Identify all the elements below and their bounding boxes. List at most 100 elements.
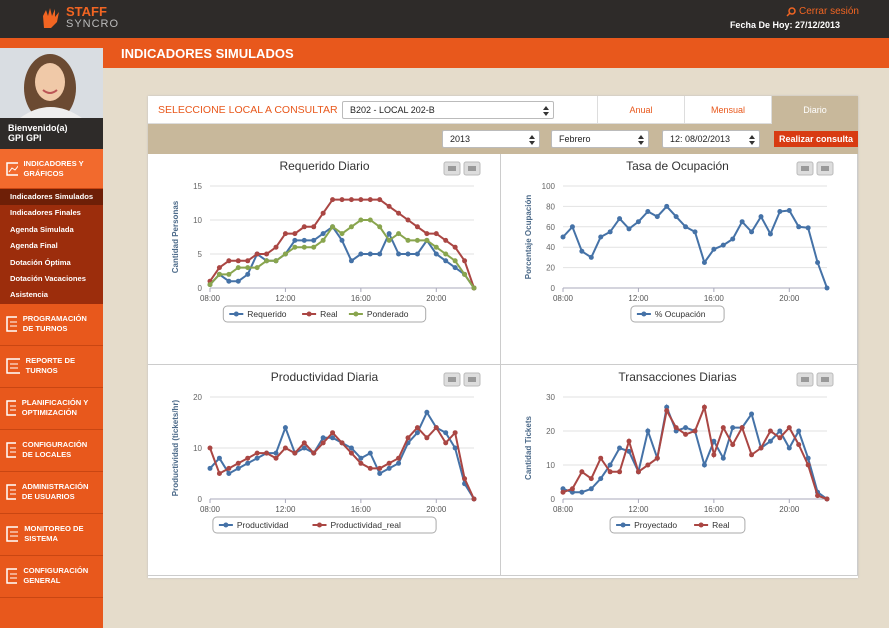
menu-icon — [6, 358, 20, 374]
toolbar-icon — [801, 377, 809, 382]
tab[interactable]: Mensual — [684, 96, 771, 124]
data-point — [386, 460, 392, 466]
data-point — [377, 224, 383, 230]
data-point — [358, 197, 364, 203]
chart-cell: Requerido Diario Cantidad Personas 0 5 10 15 0… — [148, 154, 501, 365]
y-tick-label: 0 — [198, 495, 203, 504]
y-tick-label: 10 — [546, 461, 555, 470]
icon-shape — [6, 442, 17, 458]
data-point — [245, 455, 251, 461]
data-point — [216, 455, 222, 461]
y-tick-label: 20 — [546, 427, 555, 436]
local-select[interactable]: B202 - LOCAL 202-B — [342, 101, 554, 119]
data-point — [796, 428, 802, 434]
year-value[interactable]: 2013 — [450, 134, 471, 144]
data-point — [424, 409, 430, 415]
submenu-item[interactable]: Agenda Simulada — [10, 224, 74, 234]
menu-item[interactable]: ADMINISTRACIÓN DE USUARIOS — [0, 471, 103, 514]
chart: Productividad Diaria Productividad (ticke… — [171, 370, 481, 534]
menu-label[interactable]: ADMINISTRACIÓN DE USUARIOS — [21, 482, 89, 502]
menu-item[interactable]: CONFIGURACIÓN GENERAL — [0, 555, 103, 598]
menu-label[interactable]: CONFIGURACIÓN GENERAL — [23, 566, 89, 586]
menu-item[interactable]: INDICADORES Y GRÁFICOS — [0, 149, 103, 189]
legend-dot — [223, 522, 229, 528]
menu-label[interactable]: PROGRAMACIÓN DE TURNOS — [22, 314, 87, 334]
data-point — [796, 442, 802, 448]
menu-item[interactable]: PROGRAMACIÓN DE TURNOS — [0, 303, 103, 346]
data-point — [560, 489, 566, 495]
data-point — [711, 246, 717, 252]
submenu-item[interactable]: Agenda Final — [10, 241, 58, 251]
data-point — [339, 237, 345, 243]
user-photo — [0, 48, 103, 118]
submenu-item[interactable]: Indicadores Simulados — [0, 189, 103, 206]
data-point — [386, 237, 392, 243]
day-value[interactable]: 12: 08/02/2013 — [670, 134, 731, 144]
menu-item[interactable]: REPORTE DE TURNOS — [0, 345, 103, 388]
submenu-item[interactable]: Dotación Óptima — [10, 257, 71, 267]
data-point — [645, 209, 651, 214]
filter-row: SELECCIONE LOCAL A CONSULTAR B202 - LOCA… — [148, 96, 858, 124]
menu-label[interactable]: CONFIGURACIÓN DE LOCALES — [22, 440, 88, 460]
menu-item[interactable]: PLANIFICACIÓN Y OPTIMIZACIÓN — [0, 387, 103, 430]
data-point — [292, 237, 298, 243]
logout[interactable]: Cerrar sesión — [786, 6, 859, 17]
data-point — [758, 445, 764, 451]
series-line — [562, 403, 828, 500]
data-point — [452, 445, 458, 451]
data-point — [245, 271, 251, 277]
data-point — [245, 258, 251, 264]
menu-label[interactable]: REPORTE DE TURNOS — [25, 356, 76, 376]
legend-label: Real — [320, 309, 338, 319]
data-point — [730, 425, 736, 431]
data-point — [471, 285, 477, 291]
menu-label[interactable]: PLANIFICACIÓN Y OPTIMIZACIÓN — [21, 398, 89, 418]
logo-icon — [43, 8, 59, 28]
data-point — [579, 489, 585, 495]
data-point — [226, 465, 232, 471]
tab[interactable]: Diario — [771, 96, 858, 124]
y-tick-label: 40 — [546, 243, 555, 252]
toolbar-icon — [801, 166, 809, 171]
data-point — [320, 237, 326, 243]
logo[interactable]: STAFF SYNCRO — [40, 5, 119, 30]
data-point — [654, 455, 660, 461]
menu-item[interactable]: CONFIGURACIÓN DE LOCALES — [0, 429, 103, 472]
data-point — [358, 251, 364, 257]
day-select[interactable]: 12: 08/02/2013 — [662, 130, 760, 148]
y-tick-label: 100 — [542, 182, 556, 191]
menu-icon — [6, 568, 18, 584]
data-point — [786, 207, 792, 213]
menu-label[interactable]: MONITOREO DE SISTEMA — [24, 524, 84, 544]
submenu-item[interactable]: Indicadores Finales — [10, 208, 81, 218]
month-select[interactable]: Febrero — [551, 130, 649, 148]
logout-text[interactable]: Cerrar sesión — [798, 6, 859, 17]
submit-button[interactable]: Realizar consulta — [774, 131, 858, 147]
x-tick-label: 20:00 — [779, 505, 800, 514]
data-point — [805, 455, 811, 461]
x-tick-label: 16:00 — [704, 505, 725, 514]
data-point — [414, 430, 420, 436]
data-point — [805, 225, 811, 231]
data-point — [264, 258, 270, 264]
submenu-item[interactable]: Dotación Vacaciones — [10, 273, 86, 283]
year-select[interactable]: 2013 — [442, 130, 540, 148]
y-tick-label: 20 — [193, 393, 202, 402]
user-name: GPI GPI — [8, 133, 42, 143]
data-point — [226, 271, 232, 277]
data-point — [617, 445, 623, 451]
data-point — [339, 231, 345, 237]
icon-shape — [6, 400, 16, 416]
menu-item[interactable]: MONITOREO DE SISTEMA — [0, 513, 103, 556]
legend-label: Productividad — [237, 520, 289, 530]
data-point — [815, 493, 821, 499]
data-point — [462, 258, 468, 264]
submenu-item[interactable]: Asistencia — [10, 290, 48, 300]
legend-label: Proyectado — [634, 520, 677, 530]
data-point — [386, 465, 392, 471]
tab[interactable]: Anual — [597, 96, 684, 124]
local-value[interactable]: B202 - LOCAL 202-B — [350, 105, 435, 115]
data-point — [579, 248, 585, 254]
month-value[interactable]: Febrero — [559, 134, 591, 144]
menu-label[interactable]: INDICADORES Y GRÁFICOS — [23, 158, 84, 178]
